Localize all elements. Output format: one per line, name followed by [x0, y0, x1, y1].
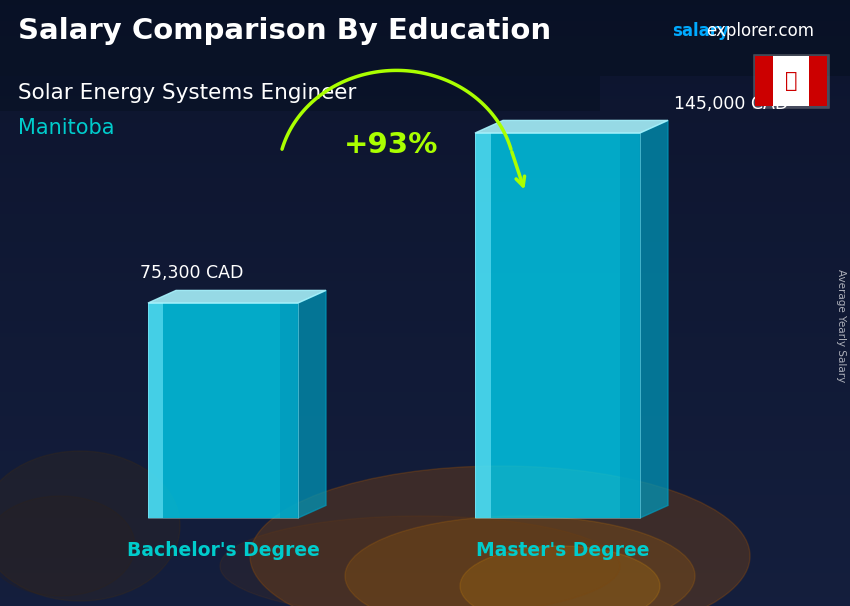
Text: 🍁: 🍁 [785, 71, 797, 91]
Ellipse shape [250, 466, 750, 606]
FancyBboxPatch shape [148, 303, 298, 518]
Bar [753, 54, 829, 108]
Bar [148, 303, 163, 518]
Bar [280, 303, 298, 518]
Ellipse shape [0, 496, 135, 596]
Text: Master's Degree: Master's Degree [476, 542, 650, 561]
Polygon shape [298, 290, 326, 518]
Ellipse shape [345, 516, 695, 606]
Text: Bachelor's Degree: Bachelor's Degree [127, 542, 320, 561]
Bar [475, 133, 640, 518]
Ellipse shape [0, 451, 180, 601]
Bar [773, 56, 809, 106]
Text: +93%: +93% [344, 131, 439, 159]
Bar [148, 303, 298, 518]
Text: Manitoba: Manitoba [18, 118, 115, 138]
Text: explorer.com: explorer.com [706, 22, 814, 40]
Bar [755, 56, 773, 106]
Bar [0, 0, 850, 76]
Bar [0, 76, 600, 111]
Ellipse shape [460, 546, 660, 606]
Text: Salary Comparison By Education: Salary Comparison By Education [18, 17, 551, 45]
Text: Solar Energy Systems Engineer: Solar Energy Systems Engineer [18, 83, 356, 103]
Text: Average Yearly Salary: Average Yearly Salary [836, 270, 846, 382]
Polygon shape [475, 121, 668, 133]
Bar [809, 56, 827, 106]
FancyBboxPatch shape [475, 133, 640, 518]
Text: 75,300 CAD: 75,300 CAD [140, 264, 243, 282]
Polygon shape [148, 290, 326, 303]
Bar [620, 133, 640, 518]
Ellipse shape [220, 516, 620, 606]
Text: 145,000 CAD: 145,000 CAD [674, 95, 788, 113]
Bar [475, 133, 491, 518]
Text: salary: salary [672, 22, 728, 40]
Polygon shape [640, 121, 668, 518]
